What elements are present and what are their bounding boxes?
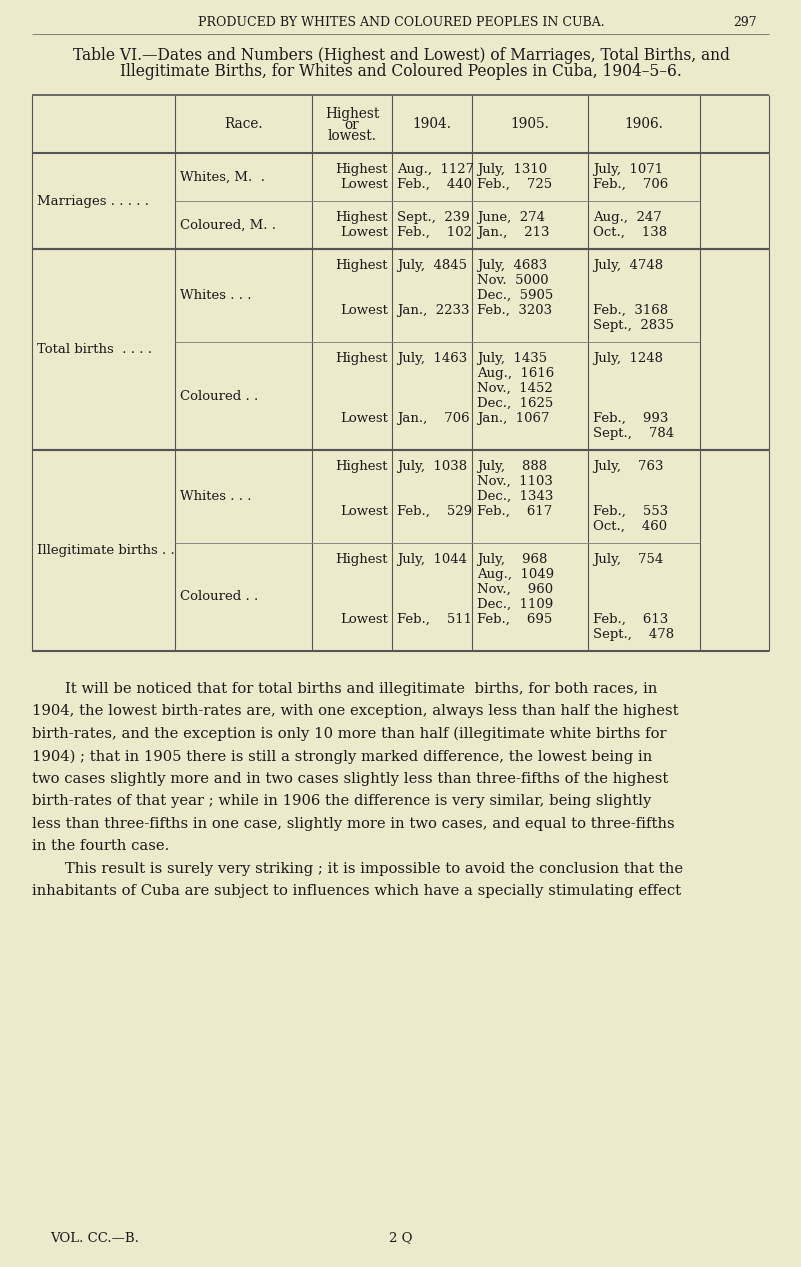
Text: Coloured . .: Coloured . . xyxy=(180,590,258,603)
Text: July,  4683: July, 4683 xyxy=(477,258,547,272)
Text: Highest: Highest xyxy=(336,212,388,224)
Text: less than three-fifths in one case, slightly more in two cases, and equal to thr: less than three-fifths in one case, slig… xyxy=(32,817,674,831)
Text: Total births  . . . .: Total births . . . . xyxy=(37,343,152,356)
Text: It will be noticed that for total births and illegitimate  births, for both race: It will be noticed that for total births… xyxy=(65,682,658,696)
Text: Aug.,  247: Aug., 247 xyxy=(593,212,662,224)
Text: July,    888: July, 888 xyxy=(477,460,547,473)
Text: Lowest: Lowest xyxy=(340,412,388,424)
Text: Feb.,    529: Feb., 529 xyxy=(397,506,472,518)
Text: Dec.,  1343: Dec., 1343 xyxy=(477,490,553,503)
Text: or: or xyxy=(344,118,360,132)
Text: 1904.: 1904. xyxy=(413,117,452,131)
Text: 297: 297 xyxy=(734,15,757,28)
Text: Feb.,    553: Feb., 553 xyxy=(593,506,668,518)
Text: Nov.  5000: Nov. 5000 xyxy=(477,274,549,288)
Text: 1904) ; that in 1905 there is still a strongly marked difference, the lowest bei: 1904) ; that in 1905 there is still a st… xyxy=(32,749,652,764)
Text: Illegitimate births . .: Illegitimate births . . xyxy=(37,544,175,557)
Text: July,  1310: July, 1310 xyxy=(477,163,547,176)
Text: Jan.,    213: Jan., 213 xyxy=(477,226,549,239)
Text: July,  1435: July, 1435 xyxy=(477,352,547,365)
Text: Highest: Highest xyxy=(336,352,388,365)
Text: Sept.,    478: Sept., 478 xyxy=(593,628,674,641)
Text: Feb.,    993: Feb., 993 xyxy=(593,412,668,424)
Text: Feb.,    440: Feb., 440 xyxy=(397,177,472,191)
Text: Illegitimate Births, for Whites and Coloured Peoples in Cuba, 1904–5–6.: Illegitimate Births, for Whites and Colo… xyxy=(120,63,682,81)
Text: VOL. CC.—B.: VOL. CC.—B. xyxy=(50,1232,139,1244)
Text: Feb.,    617: Feb., 617 xyxy=(477,506,552,518)
Text: July,  4845: July, 4845 xyxy=(397,258,467,272)
Text: Aug.,  1616: Aug., 1616 xyxy=(477,367,554,380)
Text: Sept.,  239: Sept., 239 xyxy=(397,212,469,224)
Text: Sept.,  2835: Sept., 2835 xyxy=(593,319,674,332)
Text: lowest.: lowest. xyxy=(328,129,376,143)
Text: This result is surely very striking ; it is impossible to avoid the conclusion t: This result is surely very striking ; it… xyxy=(65,862,683,875)
Text: July,    754: July, 754 xyxy=(593,552,663,566)
Text: Coloured, M. .: Coloured, M. . xyxy=(180,218,276,232)
Text: 1904, the lowest birth-rates are, with one exception, always less than half the : 1904, the lowest birth-rates are, with o… xyxy=(32,704,678,718)
Text: Highest: Highest xyxy=(325,106,379,122)
Text: July,  4748: July, 4748 xyxy=(593,258,663,272)
Text: Whites, M.  .: Whites, M. . xyxy=(180,171,265,184)
Text: Highest: Highest xyxy=(336,552,388,566)
Text: June,  274: June, 274 xyxy=(477,212,545,224)
Text: Lowest: Lowest xyxy=(340,177,388,191)
Text: Feb.,    102: Feb., 102 xyxy=(397,226,472,239)
Text: July,  1038: July, 1038 xyxy=(397,460,467,473)
Text: Jan.,  2233: Jan., 2233 xyxy=(397,304,469,317)
Text: Feb.,  3203: Feb., 3203 xyxy=(477,304,552,317)
Text: Race.: Race. xyxy=(224,117,263,131)
Text: Aug.,  1049: Aug., 1049 xyxy=(477,568,554,582)
Text: July,  1248: July, 1248 xyxy=(593,352,663,365)
Text: Dec.,  1109: Dec., 1109 xyxy=(477,598,553,611)
Text: July,  1463: July, 1463 xyxy=(397,352,467,365)
Text: Lowest: Lowest xyxy=(340,506,388,518)
Text: Oct.,    460: Oct., 460 xyxy=(593,519,667,533)
Text: 1905.: 1905. xyxy=(510,117,549,131)
Text: two cases slightly more and in two cases slightly less than three-fifths of the : two cases slightly more and in two cases… xyxy=(32,772,668,786)
Text: Lowest: Lowest xyxy=(340,613,388,626)
Text: 2 Q: 2 Q xyxy=(389,1232,413,1244)
Text: Nov.,  1103: Nov., 1103 xyxy=(477,475,553,488)
Text: Highest: Highest xyxy=(336,163,388,176)
Text: PRODUCED BY WHITES AND COLOURED PEOPLES IN CUBA.: PRODUCED BY WHITES AND COLOURED PEOPLES … xyxy=(198,15,604,28)
Text: July,    968: July, 968 xyxy=(477,552,547,566)
Text: Feb.,    613: Feb., 613 xyxy=(593,613,668,626)
Text: Feb.,    725: Feb., 725 xyxy=(477,177,552,191)
Text: July,    763: July, 763 xyxy=(593,460,663,473)
Text: July,  1071: July, 1071 xyxy=(593,163,663,176)
Text: Table VI.—Dates and Numbers (Highest and Lowest) of Marriages, Total Births, and: Table VI.—Dates and Numbers (Highest and… xyxy=(73,47,730,63)
Text: Nov.,  1452: Nov., 1452 xyxy=(477,381,553,395)
Text: Aug.,  1127: Aug., 1127 xyxy=(397,163,474,176)
Text: Whites . . .: Whites . . . xyxy=(180,289,252,302)
Text: Jan.,  1067: Jan., 1067 xyxy=(477,412,549,424)
Text: Highest: Highest xyxy=(336,460,388,473)
Text: Lowest: Lowest xyxy=(340,226,388,239)
Text: Feb.,    511: Feb., 511 xyxy=(397,613,472,626)
Text: Dec.,  1625: Dec., 1625 xyxy=(477,397,553,411)
Text: birth-rates, and the exception is only 10 more than half (illegitimate white bir: birth-rates, and the exception is only 1… xyxy=(32,727,666,741)
Text: Sept.,    784: Sept., 784 xyxy=(593,427,674,440)
Text: Marriages . . . . .: Marriages . . . . . xyxy=(37,195,149,208)
Text: 1906.: 1906. xyxy=(625,117,663,131)
Text: Feb.,    695: Feb., 695 xyxy=(477,613,552,626)
Text: Coloured . .: Coloured . . xyxy=(180,389,258,403)
Text: Jan.,    706: Jan., 706 xyxy=(397,412,469,424)
Text: Lowest: Lowest xyxy=(340,304,388,317)
Text: Highest: Highest xyxy=(336,258,388,272)
Text: inhabitants of Cuba are subject to influences which have a specially stimulating: inhabitants of Cuba are subject to influ… xyxy=(32,884,681,898)
Text: Dec.,  5905: Dec., 5905 xyxy=(477,289,553,302)
Text: Feb.,    706: Feb., 706 xyxy=(593,177,668,191)
Text: Whites . . .: Whites . . . xyxy=(180,490,252,503)
Text: Nov.,    960: Nov., 960 xyxy=(477,583,553,595)
Text: Oct.,    138: Oct., 138 xyxy=(593,226,667,239)
Text: Feb.,  3168: Feb., 3168 xyxy=(593,304,668,317)
Text: birth-rates of that year ; while in 1906 the difference is very similar, being s: birth-rates of that year ; while in 1906… xyxy=(32,794,651,808)
Text: in the fourth case.: in the fourth case. xyxy=(32,840,169,854)
Text: July,  1044: July, 1044 xyxy=(397,552,467,566)
